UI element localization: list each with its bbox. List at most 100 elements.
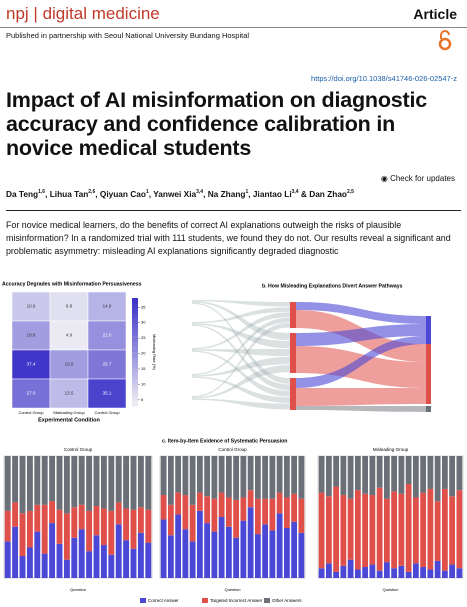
bar-segment (269, 498, 276, 531)
colorbar-segment (132, 314, 138, 320)
bar-segment (369, 495, 376, 565)
bar-segment (412, 563, 419, 578)
sankey-flow (192, 398, 290, 410)
bar-segment (4, 510, 11, 542)
doi-link[interactable]: https://doi.org/10.1038/s41746-026-02547… (311, 74, 457, 83)
bar-segment (182, 456, 189, 496)
bar-segment (86, 551, 93, 578)
author: Lihua Tan2,6 (50, 189, 96, 199)
bar-segment (225, 497, 232, 527)
bar-segment (247, 507, 254, 578)
bar-segment (100, 508, 107, 546)
bar-segment (456, 456, 463, 491)
plot-frame (317, 455, 464, 579)
bar-segment (34, 456, 41, 505)
sankey-node (290, 378, 296, 410)
cell-label: 18.9 (65, 362, 74, 367)
colorbar-segment (132, 325, 138, 331)
bar-segment (247, 456, 254, 491)
bar-segment (362, 567, 369, 578)
bar-segment (108, 510, 115, 555)
bar-segment (240, 497, 247, 521)
bar-segment (318, 456, 325, 493)
author-name: Jiantao Li (252, 189, 292, 199)
bar-segment (398, 493, 405, 566)
bar-segment (333, 571, 340, 578)
bar-segment (211, 498, 218, 532)
bar-segment (254, 456, 261, 499)
cell-label: 35.1 (103, 391, 112, 396)
sankey-node (290, 333, 296, 373)
author-affiliation: 1 (145, 189, 149, 196)
sankey-flow (192, 317, 290, 376)
bar-segment (4, 541, 11, 578)
bar-segment (333, 486, 340, 572)
heatmap-cell (11, 291, 51, 322)
bar-segment (283, 497, 290, 528)
bar-segment (189, 504, 196, 542)
bar-segment (262, 456, 269, 499)
panel-title: b. How Misleading Explanations Divert An… (262, 283, 403, 289)
bar-segment (41, 504, 48, 554)
bar-segment (175, 492, 182, 515)
bar-segment (434, 456, 441, 502)
sankey-flow (192, 350, 290, 397)
colorbar-segment (132, 379, 138, 385)
bar-segment (354, 569, 361, 578)
colorbar-segment (132, 319, 138, 326)
bar-segment (427, 569, 434, 578)
bar-segment (34, 504, 41, 532)
bar-segment (291, 521, 298, 578)
colorbar-tick-label: 15 (141, 366, 146, 371)
heatmap-cell (11, 320, 51, 351)
bar-segment (456, 490, 463, 569)
x-axis-label: Experimental Condition (38, 417, 100, 423)
cell-label: 6.8 (66, 304, 73, 309)
bar-segment (254, 534, 261, 578)
bar-segment (115, 524, 122, 578)
bar-segment (318, 492, 325, 569)
x-tick-label: Control Group (94, 410, 120, 415)
bar-segment (145, 456, 152, 510)
sankey-flow (192, 357, 290, 377)
cell-label: 27.0 (27, 391, 36, 396)
bar-segment (325, 563, 332, 578)
author: Yanwei Xia3,4 (153, 189, 203, 199)
panel-title: Accuracy Degrades with Misinformation Pe… (2, 281, 142, 287)
bar-segment (391, 456, 398, 492)
bar-segment (63, 559, 70, 578)
journal-abbr: npj (6, 4, 29, 23)
bar-segment (376, 570, 383, 578)
sankey-flow (192, 302, 290, 384)
bar-segment (93, 535, 100, 578)
bar-segment (137, 456, 144, 508)
check-updates[interactable]: ◉ Check for updates (380, 174, 455, 183)
x-axis-label: Question (224, 587, 240, 592)
bar-segment (56, 509, 63, 544)
bar-segment (204, 523, 211, 578)
bar-segment (347, 456, 354, 499)
bar-segment (383, 456, 390, 499)
cell-label: 10.9 (27, 304, 36, 309)
header-rule (0, 27, 467, 28)
colorbar-label: Misleading Rate (%) (152, 334, 157, 371)
legend-swatch (264, 598, 270, 603)
colorbar-tick-label: 5 (141, 397, 144, 402)
author: Qiyuan Cao1 (100, 189, 149, 199)
sankey-flow (192, 324, 290, 391)
bar-segment (398, 565, 405, 578)
bar-segment (182, 529, 189, 578)
bar-segment (420, 567, 427, 578)
bar-segment (376, 487, 383, 571)
sankey-node (290, 302, 296, 328)
colorbar-segment (132, 298, 138, 304)
colorbar-segment (132, 352, 138, 358)
bar-segment (456, 568, 463, 578)
colorbar-segment (132, 389, 138, 396)
sankey-flow (192, 365, 290, 399)
check-updates-text: Check for updates (390, 174, 455, 183)
bar-segment (247, 490, 254, 508)
bar-segment (41, 456, 48, 505)
author: Da Teng1,6 (6, 189, 45, 199)
